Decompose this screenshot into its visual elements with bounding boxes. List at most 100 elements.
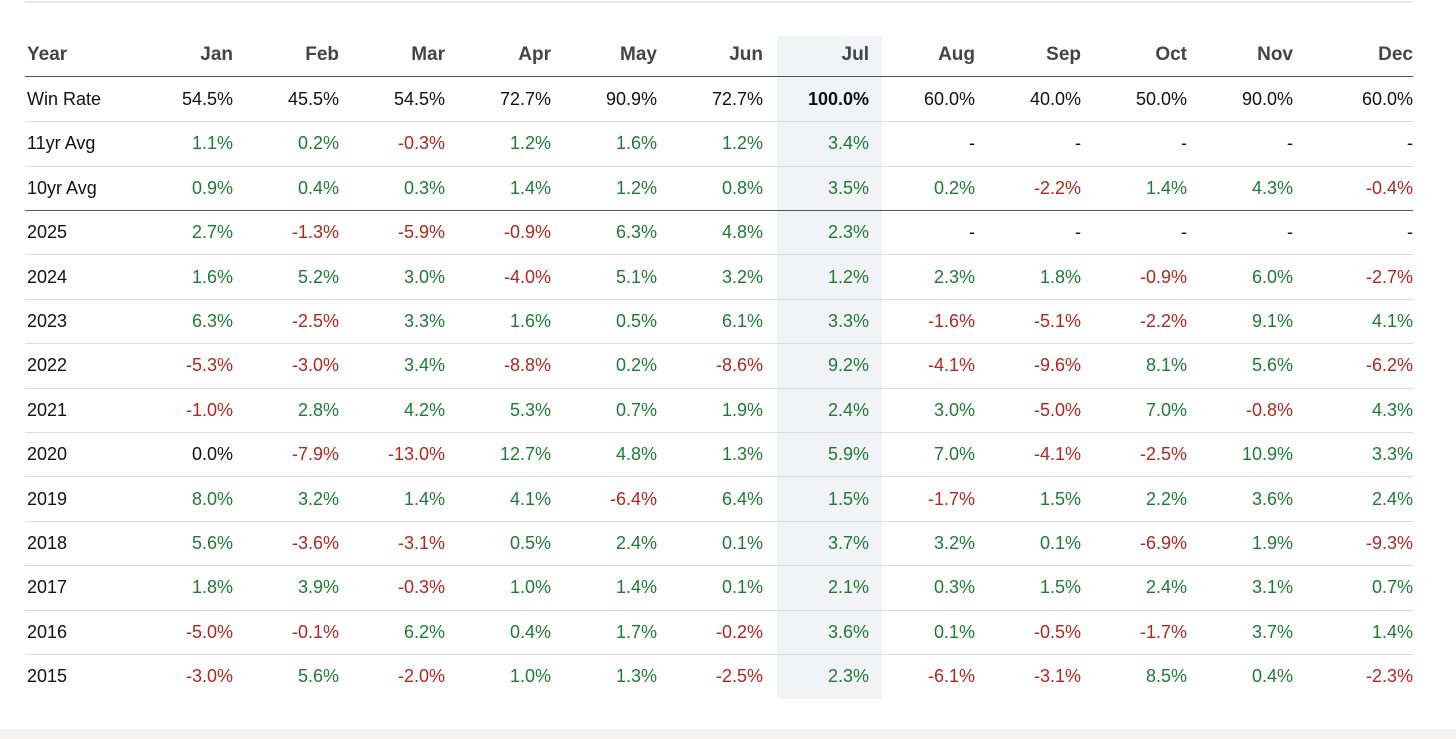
cell: 10.9%	[1241, 444, 1293, 465]
column-header: Jun	[729, 44, 763, 65]
cell: -8.6%	[715, 355, 763, 376]
cell: 5.6%	[191, 533, 233, 553]
row-rule	[25, 476, 1413, 477]
cell: -4.0%	[503, 266, 551, 287]
cell: -6.1%	[927, 666, 975, 687]
cell: 1.3%	[615, 666, 657, 687]
cell: 1.2%	[509, 133, 551, 154]
cell: -0.9%	[503, 222, 551, 243]
cell: -	[1181, 222, 1187, 243]
cell: -9.3%	[1365, 533, 1413, 553]
cell: -6.4%	[609, 488, 657, 509]
cell: 7.0%	[933, 444, 975, 465]
cell: 60.0%	[923, 89, 975, 109]
cell: 90.9%	[605, 89, 657, 109]
cell: 9.1%	[1251, 311, 1293, 331]
cell: 3.0%	[933, 399, 975, 420]
cell: -5.1%	[1033, 311, 1081, 331]
cell: 6.2%	[403, 621, 445, 642]
column-header: Jan	[200, 44, 233, 65]
cell: 4.1%	[509, 488, 551, 509]
cell: 0.4%	[297, 177, 339, 198]
row-rule	[25, 166, 1413, 167]
column-header: Mar	[411, 44, 445, 65]
cell: 1.5%	[1039, 488, 1081, 509]
column-header: Nov	[1257, 44, 1293, 65]
cell: 2.1%	[827, 577, 869, 598]
cell: -	[1287, 222, 1293, 243]
cell: 2.4%	[827, 399, 869, 420]
cell: 3.3%	[1371, 444, 1413, 465]
row-rule	[25, 610, 1413, 611]
cell: 6.3%	[191, 311, 233, 331]
cell: 3.2%	[933, 533, 975, 553]
cell: 0.1%	[721, 533, 763, 553]
cell: 12.7%	[499, 444, 551, 465]
cell: 54.5%	[393, 89, 445, 109]
cell: 5.9%	[827, 444, 869, 465]
cell: 0.4%	[1251, 666, 1293, 687]
cell: -7.9%	[291, 444, 339, 465]
cell: 0.7%	[615, 399, 657, 420]
highlight-column	[777, 36, 882, 699]
cell: 3.1%	[1251, 577, 1293, 598]
cell: 8.5%	[1145, 666, 1187, 687]
cell: 2.4%	[1371, 488, 1413, 509]
cell: 1.4%	[1145, 177, 1187, 198]
cell: -	[969, 133, 975, 154]
cell: 9.2%	[827, 355, 869, 376]
cell: 2.3%	[827, 222, 869, 243]
cell: -	[1075, 133, 1081, 154]
row-label: 2019	[27, 488, 68, 509]
cell: 4.3%	[1371, 399, 1413, 420]
cell: 1.4%	[509, 177, 551, 198]
row-rule	[25, 565, 1413, 566]
cell: 0.3%	[403, 177, 445, 198]
cell: 0.1%	[1039, 533, 1081, 553]
cell: 1.0%	[509, 577, 551, 598]
column-header: Oct	[1155, 44, 1187, 65]
cell: 3.7%	[1251, 621, 1293, 642]
cell: 4.8%	[615, 444, 657, 465]
cell: 8.0%	[191, 488, 233, 509]
row-label: 2020	[27, 444, 68, 465]
cell: -2.5%	[291, 311, 339, 331]
cell: -0.8%	[1245, 399, 1293, 420]
cell: 7.0%	[1145, 399, 1187, 420]
row-label: 10yr Avg	[27, 177, 97, 198]
column-header: Jul	[841, 44, 869, 65]
cell: 0.8%	[721, 177, 763, 198]
row-label: 2021	[27, 399, 68, 420]
row-label: 2022	[27, 355, 68, 376]
cell: 1.1%	[191, 133, 233, 154]
cell: 1.3%	[721, 444, 763, 465]
cell: -2.7%	[1365, 266, 1413, 287]
cell: 0.0%	[191, 444, 233, 465]
cell: 5.6%	[1251, 355, 1293, 376]
footer-band	[0, 729, 1456, 739]
cell: -6.9%	[1139, 533, 1187, 553]
cell: 50.0%	[1135, 89, 1187, 109]
cell: 2.4%	[1145, 577, 1187, 598]
cell: 1.4%	[1371, 621, 1413, 642]
cell: 1.2%	[827, 266, 869, 287]
cell: 5.1%	[615, 266, 657, 287]
cell: 1.6%	[191, 266, 233, 287]
row-label: 2025	[27, 222, 68, 243]
cell: 0.3%	[933, 577, 975, 598]
cell: 0.5%	[615, 311, 657, 331]
cell: 3.3%	[827, 311, 869, 331]
cell: -0.3%	[397, 133, 445, 154]
cell: 4.1%	[1371, 311, 1413, 331]
cell: 2.2%	[1145, 488, 1187, 509]
cell: -	[969, 222, 975, 243]
cell: 4.2%	[403, 399, 445, 420]
cell: -5.0%	[185, 621, 233, 642]
cell: 1.5%	[1039, 577, 1081, 598]
cell: 1.8%	[1039, 266, 1081, 287]
row-rule	[25, 254, 1413, 255]
cell: -1.3%	[291, 222, 339, 243]
cell: -3.0%	[291, 355, 339, 376]
cell: 6.0%	[1251, 266, 1293, 287]
cell: 0.1%	[933, 621, 975, 642]
